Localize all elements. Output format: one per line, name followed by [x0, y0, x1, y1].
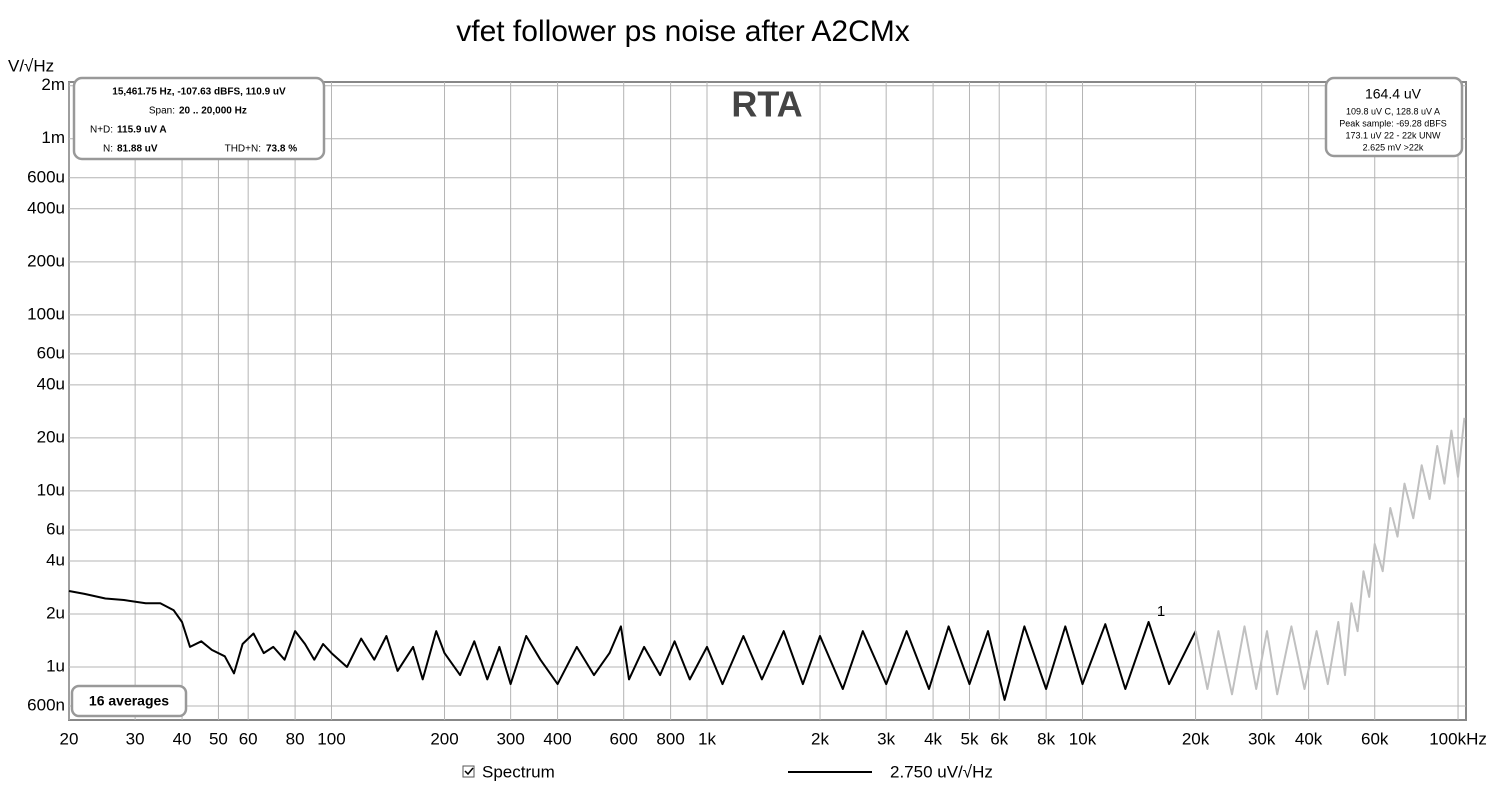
y-tick-label: 60u [37, 343, 65, 362]
info-box [72, 76, 326, 161]
x-tick-label: 50 [209, 729, 228, 748]
n: 81.88 uV [117, 144, 158, 155]
y-tick-label: 100u [27, 304, 65, 323]
span-label: Span: [149, 106, 175, 117]
info-main: 164.4 uV [1365, 86, 1422, 102]
x-tick-label: 800 [656, 729, 684, 748]
x-tick-label: 300 [496, 729, 524, 748]
y-tick-label: 4u [46, 550, 65, 569]
y-tick-label: 20u [37, 427, 65, 446]
x-tick-label: 60 [239, 729, 258, 748]
x-tick-label: 5k [960, 729, 978, 748]
y-axis-label: V/√Hz [8, 56, 54, 75]
x-tick-label: 3k [877, 729, 895, 748]
info-line: 109.8 uV C, 128.8 uV A [1346, 106, 1440, 116]
x-tick-label: 2k [811, 729, 829, 748]
x-tick-label: 60k [1361, 729, 1389, 748]
x-tick-label: 200 [430, 729, 458, 748]
readout: 15,461.75 Hz, -107.63 dBFS, 110.9 uV [112, 87, 286, 98]
watermark: RTA [731, 84, 802, 125]
info-line: 173.1 uV 22 - 22k UNW [1345, 130, 1441, 140]
x-tick-label: 20 [60, 729, 79, 748]
y-tick-label: 600n [27, 696, 65, 715]
y-tick-label: 6u [46, 519, 65, 538]
y-tick-label: 400u [27, 198, 65, 217]
x-tick-label: 10k [1069, 729, 1097, 748]
thdn: 73.8 % [266, 144, 297, 155]
y-tick-label: 2m [41, 75, 65, 94]
legend-value: 2.750 uV/√Hz [890, 762, 993, 781]
chart-title: vfet follower ps noise after A2CMx [456, 15, 910, 48]
averages-box: 16 averages [70, 684, 188, 718]
checkbox[interactable] [462, 765, 475, 778]
span: 20 .. 20,000 Hz [179, 106, 247, 117]
cursor-label: 1 [1157, 603, 1165, 620]
n-label: N: [103, 144, 113, 155]
x-tick-label: 40 [173, 729, 192, 748]
info-right: 164.4 uV 109.8 uV C, 128.8 uV A Peak sam… [1324, 76, 1464, 158]
x-tick-label: 30 [126, 729, 145, 748]
x-tick-label: 30k [1248, 729, 1276, 748]
info-box [1324, 76, 1464, 158]
y-tick-label: 10u [37, 480, 65, 499]
check [464, 767, 474, 776]
x-tick-label: 8k [1037, 729, 1055, 748]
y-tick-label: 40u [37, 374, 65, 393]
grid [68, 82, 1466, 720]
y-tick-label: 200u [27, 251, 65, 270]
traces [68, 417, 1466, 701]
averages: 16 averages [89, 693, 169, 709]
x-tick-label: 600 [610, 729, 638, 748]
trace [1194, 417, 1466, 696]
nd-label: N+D: [90, 125, 113, 136]
y-tick-label: 1m [41, 128, 65, 147]
x-tick-label: 80 [286, 729, 305, 748]
x-tick-label: 40k [1295, 729, 1323, 748]
y-tick-label: 600u [27, 167, 65, 186]
x-tick-label: 100 [317, 729, 345, 748]
legend: Spectrum 2.750 uV/√Hz [462, 762, 993, 781]
info-line: Peak sample: -69.28 dBFS [1339, 118, 1447, 128]
thdn-label: THD+N: [225, 144, 261, 155]
legend-label: Spectrum [482, 762, 555, 781]
y-tick-label: 1u [46, 656, 65, 675]
x-tick-label: 4k [924, 729, 942, 748]
x-tick-label: 400 [543, 729, 571, 748]
nd: 115.9 uV A [117, 125, 167, 136]
x-tick-label: 1k [698, 729, 716, 748]
box [70, 684, 188, 718]
x-tick-label: 6k [990, 729, 1008, 748]
x-tick-label: 20k [1182, 729, 1210, 748]
info-left: 15,461.75 Hz, -107.63 dBFS, 110.9 uV Spa… [72, 76, 326, 161]
x-tick-label: 100kHz [1429, 729, 1487, 748]
info-line: 2.625 mV >22k [1363, 142, 1424, 152]
trace [68, 590, 1197, 701]
y-tick-label: 2u [46, 603, 65, 622]
